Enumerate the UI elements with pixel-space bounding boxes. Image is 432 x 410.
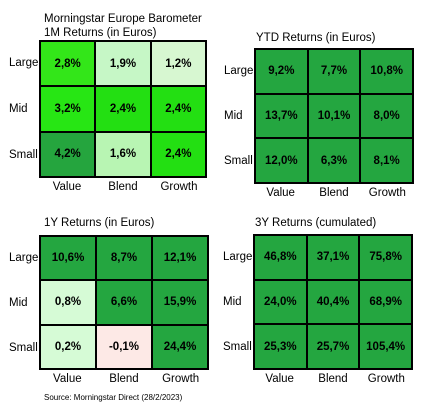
heatmap-grid: 2,8% 1,9% 1,2% 3,2% 2,4% 2,4% 4,2% 1,6% 2,4% [39, 40, 207, 178]
heatmap-cell: 46,8% [254, 235, 307, 280]
heatmap-cell: 0,8% [40, 280, 96, 325]
heatmap-cell: 10,6% [40, 236, 96, 281]
column-label: Value [265, 373, 294, 385]
heatmap-cell: 24,4% [152, 324, 208, 369]
heatmap-grid: 10,6% 8,7% 12,1% 0,8% 6,6% 15,9% 0,2% -0,1% 24,4… [39, 235, 209, 370]
panel-title: 1M Returns (in Euros) [44, 27, 157, 39]
heatmap-cell: 10,8% [360, 49, 413, 94]
heatmap-cell: 15,9% [152, 280, 208, 325]
heatmap-cell: 75,8% [359, 235, 412, 280]
heatmap-cell: 8,7% [96, 236, 152, 281]
row-label: Large [9, 251, 39, 264]
row-label: Small [9, 149, 38, 161]
heatmap-cell: 0,2% [40, 324, 96, 369]
heatmap-cell: 68,9% [359, 279, 412, 325]
column-label: Blend [318, 373, 348, 385]
column-label: Blend [109, 373, 139, 385]
heatmap-cell: 8,0% [360, 93, 413, 139]
heatmap-cell: 4,2% [40, 131, 96, 177]
heatmap-cell: 1,6% [95, 131, 151, 177]
row-label: Mid [9, 296, 28, 309]
heatmap-cell: 2,8% [40, 41, 96, 87]
column-label: Growth [160, 181, 198, 193]
column-label: Growth [367, 373, 405, 385]
heatmap-cell: 6,3% [307, 138, 361, 183]
heatmap-cell: 6,6% [96, 280, 152, 325]
column-label: Blend [108, 181, 138, 193]
heatmap-cell: 8,1% [360, 138, 413, 183]
row-label: Large [9, 57, 39, 69]
heatmap-cell: 24,0% [254, 279, 307, 325]
heatmap-cell: 12,1% [152, 236, 208, 281]
heatmap-cell: 1,9% [95, 41, 151, 87]
heatmap-cell: 1,2% [150, 41, 206, 87]
column-label: Value [52, 181, 82, 193]
heatmap-cell: 2,4% [150, 86, 206, 132]
panel-title: YTD Returns (in Euros) [256, 32, 376, 44]
heatmap-cell: 7,7% [307, 49, 361, 94]
heatmap-cell: 2,4% [95, 86, 151, 132]
heatmap-cell: 12,0% [255, 138, 308, 183]
source-note: Source: Morningstar Direct (28/2/2023) [44, 393, 183, 402]
heatmap-grid: 46,8% 37,1% 75,8% 24,0% 40,4% 68,9% 25,3% 25,7%… [253, 234, 413, 370]
row-label: Mid [224, 110, 243, 122]
column-label: Blend [319, 187, 349, 199]
row-label: Mid [9, 103, 28, 115]
row-label: Small [223, 341, 252, 354]
panel-supertitle: Morningstar Europe Barometer [44, 13, 202, 25]
heatmap-cell: 105,4% [359, 324, 412, 369]
row-label: Small [224, 155, 253, 168]
row-label: Large [223, 250, 253, 263]
row-label: Large [224, 64, 254, 77]
heatmap-cell: 10,1% [307, 93, 361, 139]
heatmap-cell: 37,1% [306, 235, 360, 280]
heatmap-cell: 40,4% [306, 279, 360, 325]
heatmap-cell: 25,3% [254, 324, 307, 369]
column-label: Value [53, 373, 82, 385]
heatmap-cell: 25,7% [306, 324, 360, 369]
column-label: Growth [368, 187, 406, 199]
heatmap-cell: 3,2% [40, 86, 96, 132]
column-label: Value [266, 187, 295, 199]
row-label: Small [9, 341, 38, 354]
row-label: Mid [223, 296, 242, 308]
heatmap-cell: 13,7% [255, 93, 308, 139]
column-label: Growth [162, 373, 200, 385]
heatmap-grid: 9,2% 7,7% 10,8% 13,7% 10,1% 8,0% 12,0% 6,3% 8,1% [254, 48, 414, 184]
heatmap-cell: 9,2% [255, 49, 308, 94]
panel-title: 1Y Returns (in Euros) [44, 217, 155, 229]
heatmap-cell: -0,1% [96, 324, 152, 369]
heatmap-cell: 2,4% [150, 131, 206, 177]
panel-title: 3Y Returns (cumulated) [255, 217, 377, 229]
